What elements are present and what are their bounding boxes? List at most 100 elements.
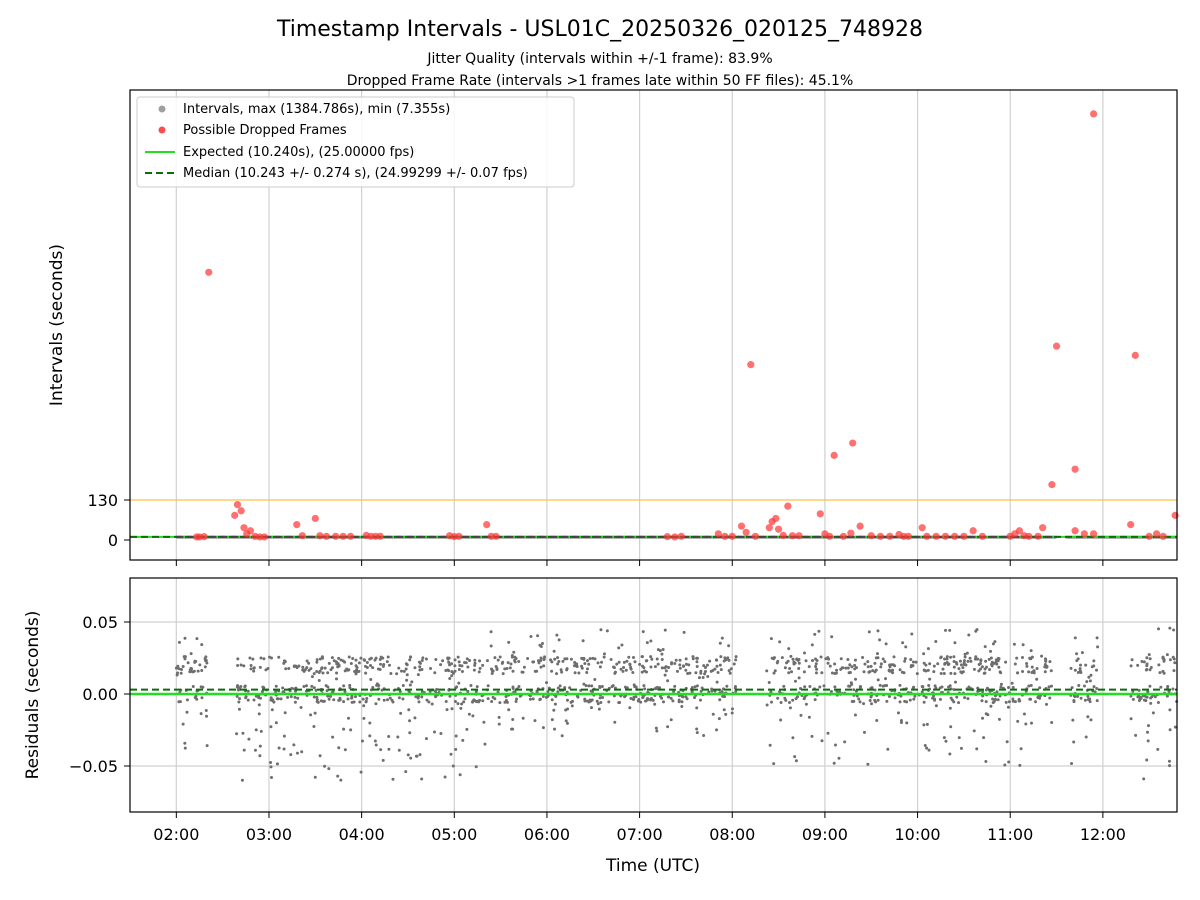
dropped-frame-point (714, 530, 722, 538)
residual-point (959, 663, 963, 667)
residual-point (899, 720, 903, 724)
residual-point (772, 671, 776, 675)
residual-point (511, 686, 515, 690)
residual-point (1076, 694, 1080, 698)
residual-point (1096, 645, 1100, 649)
dropped-frame-point (1131, 351, 1139, 359)
residual-point (810, 658, 814, 662)
residual-point (1088, 700, 1092, 704)
residual-point (351, 656, 355, 660)
residual-point (368, 734, 372, 738)
residual-point (974, 655, 978, 659)
residual-point (962, 659, 966, 663)
residual-point (1157, 627, 1161, 631)
residual-point (876, 629, 880, 633)
residual-point (885, 699, 889, 703)
residual-point (1003, 763, 1007, 767)
dropped-frame-point (322, 532, 331, 540)
residual-point (327, 767, 331, 771)
residual-point (320, 655, 324, 659)
dropped-frame-point (1034, 532, 1042, 540)
residual-point (577, 671, 581, 675)
dropped-frame-point (246, 527, 255, 535)
residual-point (1075, 652, 1079, 656)
residual-point (528, 697, 532, 701)
residual-point (1136, 663, 1140, 667)
residual-point (585, 670, 589, 674)
residual-point (448, 677, 452, 681)
residual-point (456, 655, 460, 659)
residual-point (354, 672, 358, 676)
residual-point (1006, 705, 1010, 709)
residual-point (715, 664, 719, 668)
residual-point (631, 671, 635, 675)
residual-point (1022, 712, 1026, 716)
residual-point (583, 662, 587, 666)
residual-point (830, 671, 834, 675)
residual-point (204, 659, 208, 663)
residual-point (649, 665, 653, 669)
residual-point (481, 699, 485, 703)
residual-point (266, 667, 270, 671)
residual-point (453, 669, 457, 673)
residual-point (1162, 659, 1166, 663)
residual-point (975, 747, 979, 751)
residual-point (922, 668, 926, 672)
residual-point (945, 655, 949, 659)
residual-point (450, 707, 454, 711)
residual-point (511, 718, 515, 722)
residual-point (464, 661, 468, 665)
residual-point (727, 658, 731, 662)
residual-point (694, 671, 698, 675)
residual-point (1048, 696, 1052, 700)
residual-point (477, 700, 481, 704)
residual-point (350, 700, 354, 704)
residual-point (1044, 665, 1048, 669)
residual-point (932, 664, 936, 668)
residual-point (1139, 695, 1143, 699)
residual-point (734, 658, 738, 662)
residual-point (348, 683, 352, 687)
residual-point (539, 644, 543, 648)
residual-point (934, 640, 938, 644)
residual-point (685, 697, 689, 701)
residual-point (493, 697, 497, 701)
intervals-marks (130, 110, 1179, 541)
residual-point (643, 687, 647, 691)
residual-point (505, 666, 509, 670)
residual-point (623, 685, 627, 689)
residual-point (371, 685, 375, 689)
residual-point (433, 689, 437, 693)
residual-point (1173, 725, 1177, 729)
residual-point (416, 696, 420, 700)
legend-marker-dropped (158, 126, 166, 134)
residual-point (270, 656, 274, 660)
residual-point (815, 667, 819, 671)
residual-point (655, 657, 659, 661)
residual-point (459, 706, 463, 710)
dropped-frame-point (941, 532, 949, 540)
residual-point (1079, 696, 1083, 700)
residual-point (870, 702, 874, 706)
residual-point (802, 697, 806, 701)
residual-point (310, 684, 314, 688)
residuals-y-ticks: −0.05 0.00 0.05 (69, 613, 130, 776)
residual-point (695, 660, 699, 664)
residual-point (307, 661, 311, 665)
dropped-frame-point (293, 521, 301, 529)
residual-point (409, 756, 413, 760)
residual-point (728, 671, 732, 675)
residual-point (704, 669, 708, 673)
residual-point (967, 633, 971, 637)
residual-point (469, 684, 473, 688)
residual-point (925, 746, 929, 750)
residual-point (596, 702, 600, 706)
time-x-ticks: 02:00 03:00 04:00 05:00 06:00 07:00 08:00 09:00… (153, 812, 1126, 844)
residual-point (545, 681, 549, 685)
residual-point (995, 662, 999, 666)
residual-point (1019, 747, 1023, 751)
residual-point (424, 657, 428, 661)
residual-point (237, 686, 241, 690)
dropped-frame-point (784, 502, 792, 510)
residual-point (489, 644, 493, 648)
